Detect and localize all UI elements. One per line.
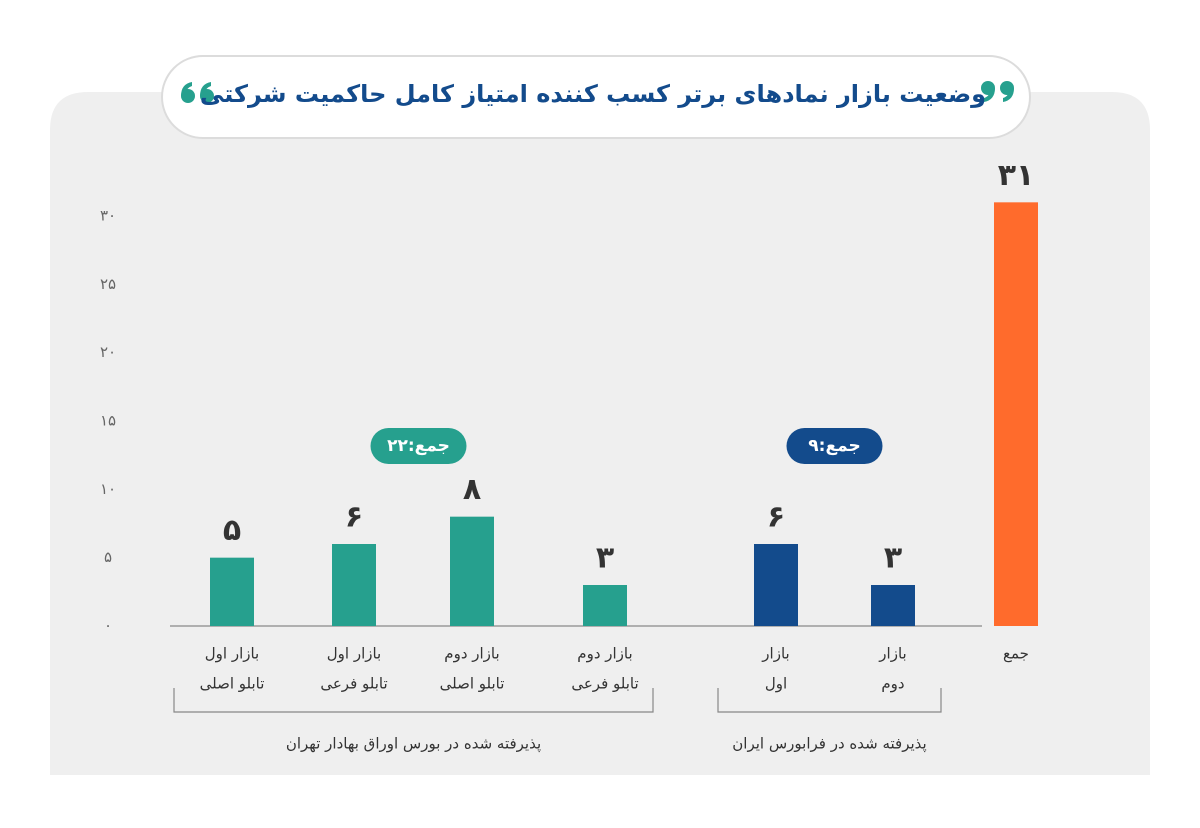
y-tick-label: ۰ bbox=[104, 617, 112, 635]
x-tick-label: اول bbox=[765, 675, 787, 693]
y-tick-label: ۱۰ bbox=[100, 480, 116, 498]
value-label: ۸ bbox=[463, 472, 481, 507]
group-total-badge bbox=[370, 428, 467, 464]
x-tick-label: بازار bbox=[878, 645, 906, 663]
value-label: ۶ bbox=[345, 500, 363, 535]
bar bbox=[994, 202, 1038, 627]
panel bbox=[50, 92, 1150, 775]
x-tick-label: تابلو فرعی bbox=[320, 675, 387, 693]
x-tick-label: تابلو فرعی bbox=[571, 675, 638, 693]
x-tick-label: بازار اول bbox=[327, 645, 381, 663]
y-tick-label: ۱۵ bbox=[100, 412, 116, 430]
group-total-badge bbox=[786, 428, 883, 464]
bar bbox=[450, 516, 494, 626]
x-tick-label: بازار bbox=[761, 645, 789, 663]
x-tick-label: بازار دوم bbox=[444, 645, 499, 663]
x-tick-label: تابلو اصلی bbox=[440, 675, 505, 693]
bar bbox=[210, 557, 254, 626]
quote-icon-left bbox=[181, 82, 214, 103]
x-tick-label: دوم bbox=[881, 675, 904, 693]
group-bracket bbox=[717, 688, 942, 713]
group-label: پذیرفته شده در بورس اوراق بهادار تهران bbox=[286, 735, 541, 754]
x-tick-label: بازار اول bbox=[205, 645, 259, 663]
group-total-label: جمع:۲۲ bbox=[387, 436, 450, 456]
value-label: ۶ bbox=[767, 500, 785, 535]
group-total-label: جمع:۹ bbox=[808, 436, 860, 456]
chart-title: وضعیت بازار نمادهای برتر کسب کننده امتیا… bbox=[200, 80, 986, 108]
group-bracket bbox=[173, 688, 654, 713]
group-label: پذیرفته شده در فرابورس ایران bbox=[732, 735, 926, 754]
value-label: ۳ bbox=[884, 541, 902, 576]
value-label: ۵ bbox=[223, 513, 241, 548]
y-tick-label: ۳۰ bbox=[100, 207, 116, 225]
value-label: ۳ bbox=[596, 541, 614, 576]
x-tick-label: جمع bbox=[1003, 645, 1029, 663]
title-pill bbox=[161, 55, 1031, 139]
bar bbox=[332, 544, 376, 626]
y-tick-label: ۵ bbox=[104, 548, 112, 566]
quote-icon-right bbox=[981, 81, 1014, 102]
bar bbox=[754, 544, 798, 626]
bar bbox=[583, 585, 627, 626]
x-tick-label: بازار دوم bbox=[577, 645, 632, 663]
value-label: ۳۱ bbox=[998, 158, 1035, 193]
y-tick-label: ۲۵ bbox=[100, 275, 116, 293]
y-tick-label: ۲۰ bbox=[100, 343, 116, 361]
x-tick-label: تابلو اصلی bbox=[200, 675, 265, 693]
bar bbox=[871, 585, 915, 626]
